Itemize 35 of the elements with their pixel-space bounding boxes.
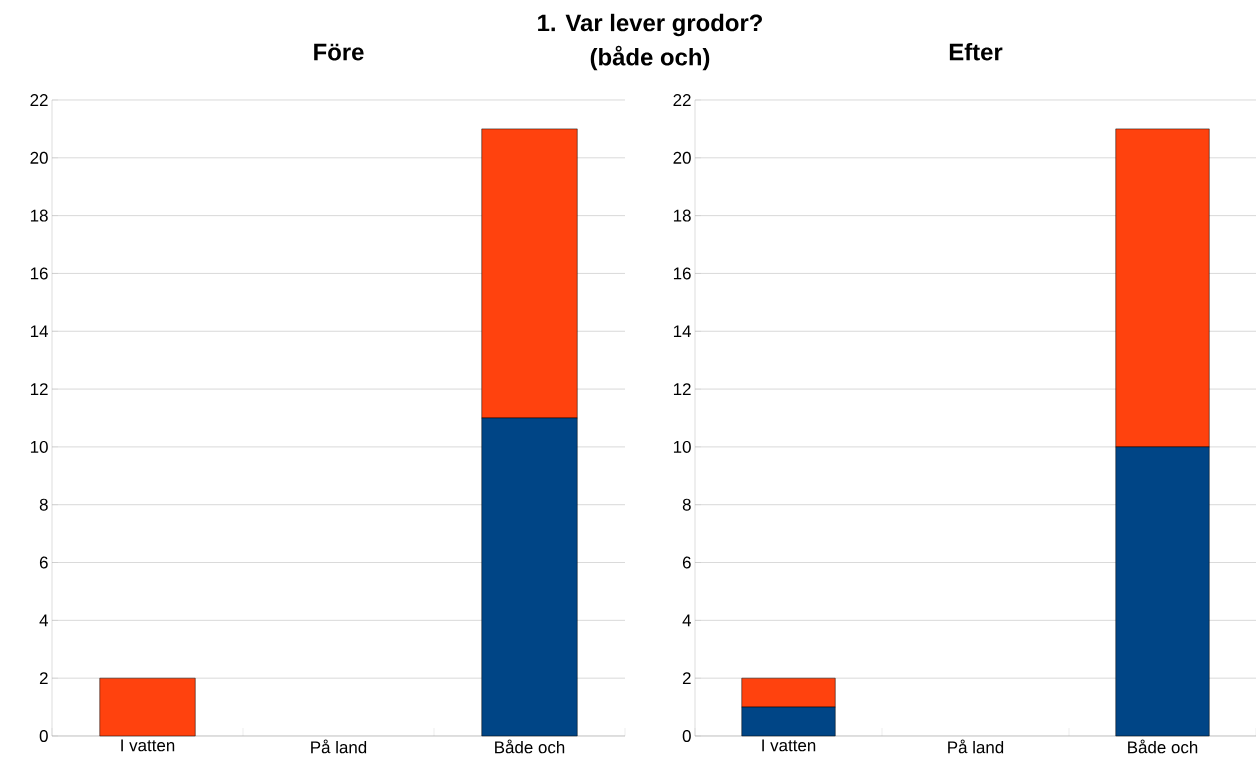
y-tick-label: 2 bbox=[39, 672, 48, 685]
y-tick-label: 4 bbox=[682, 614, 691, 627]
y-tick-label: 16 bbox=[673, 267, 691, 280]
y-tick-label: 18 bbox=[673, 209, 691, 222]
x-tick-label: På land bbox=[311, 739, 367, 754]
y-tick-label: 14 bbox=[30, 325, 48, 338]
y-tick-label: 10 bbox=[30, 440, 48, 453]
y-tick-label: 8 bbox=[682, 498, 691, 511]
x-tick-label: På land bbox=[948, 739, 1004, 754]
y-tick-label: 2 bbox=[682, 672, 691, 685]
y-tick-label: 0 bbox=[39, 729, 48, 742]
y-tick-label: 22 bbox=[30, 94, 48, 106]
x-tick-label: Både och bbox=[495, 739, 565, 754]
y-tick-label: 6 bbox=[682, 556, 691, 569]
chart-title: Efter bbox=[949, 42, 1003, 61]
bar bbox=[99, 677, 196, 737]
y-tick-label: 12 bbox=[673, 383, 691, 395]
y-tick-label: 16 bbox=[30, 267, 48, 280]
y-tick-label: 22 bbox=[673, 94, 691, 106]
x-tick-label: Både och bbox=[1128, 739, 1198, 754]
y-tick-label: 10 bbox=[673, 440, 691, 453]
text: 1. Var lever grodor? bbox=[538, 13, 762, 37]
y-tick-label: 12 bbox=[30, 383, 48, 395]
y-tick-label: 20 bbox=[30, 151, 48, 164]
y-tick-label: 0 bbox=[682, 729, 691, 742]
y-tick-label: 18 bbox=[30, 209, 48, 222]
x-tick-label: I vatten bbox=[121, 739, 175, 752]
text: (både och) bbox=[590, 45, 710, 71]
y-tick-label: 6 bbox=[39, 556, 48, 569]
y-tick-label: 8 bbox=[39, 498, 48, 511]
y-tick-label: 4 bbox=[39, 614, 48, 627]
x-tick-label: I vatten bbox=[762, 739, 816, 752]
y-tick-label: 14 bbox=[673, 325, 691, 338]
y-tick-label: 20 bbox=[673, 151, 691, 164]
chart-title: Före bbox=[314, 43, 364, 61]
